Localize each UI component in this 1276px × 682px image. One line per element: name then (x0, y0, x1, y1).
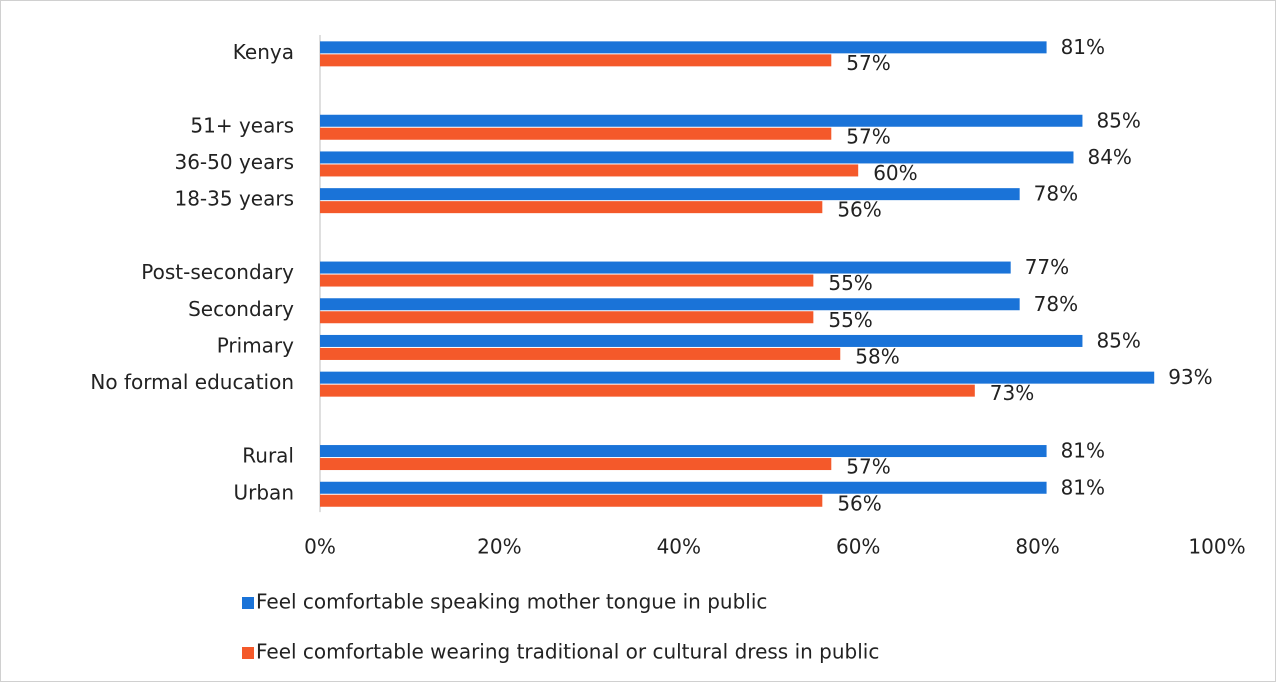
bar (320, 127, 832, 140)
value-label: 60% (873, 161, 917, 185)
bar (320, 311, 814, 324)
y-tick-label: 18-35 years (174, 187, 294, 211)
bar (320, 298, 1020, 311)
bar (320, 481, 1047, 494)
bar (320, 164, 859, 177)
legend-swatch (242, 647, 254, 659)
bar (320, 445, 1047, 458)
value-label: 85% (1096, 108, 1140, 132)
value-label: 73% (990, 381, 1034, 405)
value-label: 58% (855, 344, 899, 368)
value-label: 77% (1025, 255, 1069, 279)
bar (320, 114, 1083, 127)
value-label: 55% (828, 308, 872, 332)
y-tick-label: Post-secondary (141, 260, 294, 284)
y-tick-label: 51+ years (190, 113, 294, 137)
value-label: 81% (1061, 439, 1105, 463)
bar (320, 261, 1011, 274)
x-tick-label: 80% (1015, 535, 1059, 559)
value-label: 85% (1096, 328, 1140, 352)
value-label: 57% (846, 455, 890, 479)
value-label: 55% (828, 271, 872, 295)
y-tick-label: Primary (217, 333, 294, 357)
bar (320, 384, 975, 397)
bar (320, 54, 832, 67)
y-tick-label: Secondary (188, 297, 294, 321)
value-label: 57% (846, 51, 890, 75)
value-label: 57% (846, 124, 890, 148)
bar (320, 458, 832, 471)
value-label: 78% (1034, 182, 1078, 206)
value-label: 56% (837, 198, 881, 222)
x-tick-label: 60% (836, 535, 880, 559)
legend-label: Feel comfortable wearing traditional or … (256, 640, 879, 664)
bar (320, 274, 814, 287)
x-tick-label: 40% (657, 535, 701, 559)
x-tick-label: 100% (1188, 535, 1245, 559)
y-tick-label: Kenya (233, 40, 294, 64)
bar (320, 371, 1155, 384)
bar (320, 201, 823, 214)
y-tick-label: Urban (234, 480, 295, 504)
bar (320, 41, 1047, 54)
value-label: 78% (1034, 292, 1078, 316)
bar (320, 334, 1083, 347)
y-tick-label: 36-50 years (174, 150, 294, 174)
bar (320, 347, 841, 360)
bar (320, 188, 1020, 201)
value-label: 84% (1087, 145, 1131, 169)
y-tick-label: Rural (242, 444, 294, 468)
y-tick-label: No formal education (90, 370, 294, 394)
value-label: 93% (1168, 365, 1212, 389)
value-label: 56% (837, 491, 881, 515)
legend-label: Feel comfortable speaking mother tongue … (256, 590, 767, 614)
bar (320, 151, 1074, 164)
legend-swatch (242, 597, 254, 609)
value-label: 81% (1061, 475, 1105, 499)
x-tick-label: 20% (477, 535, 521, 559)
value-label: 81% (1061, 35, 1105, 59)
bar (320, 494, 823, 507)
x-tick-label: 0% (304, 535, 336, 559)
